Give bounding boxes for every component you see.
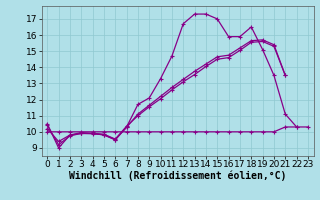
X-axis label: Windchill (Refroidissement éolien,°C): Windchill (Refroidissement éolien,°C) — [69, 171, 286, 181]
